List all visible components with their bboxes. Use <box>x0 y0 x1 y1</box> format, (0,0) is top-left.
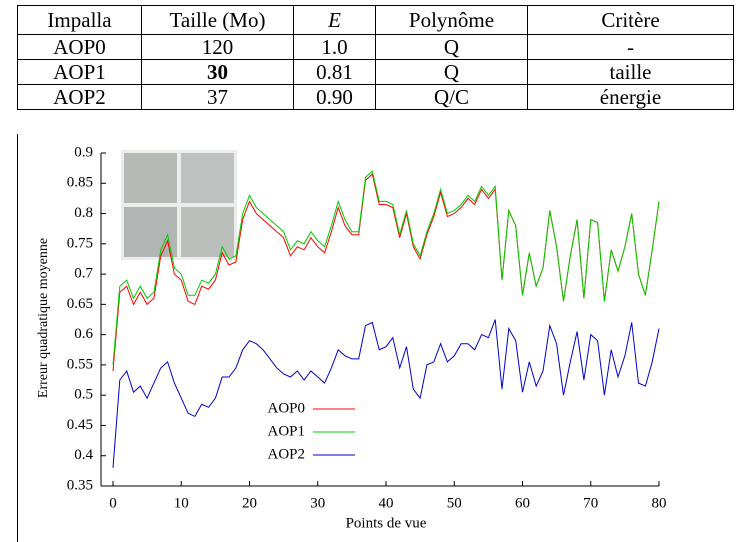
legend-label: AOP1 <box>267 423 305 439</box>
y-tick-label: 0.45 <box>67 417 93 433</box>
y-axis-label: Erreur quadratique moyenne <box>36 238 51 398</box>
y-tick-label: 0.6 <box>74 326 93 342</box>
y-tick-label: 0.8 <box>74 205 93 221</box>
cell: 30 <box>141 59 294 85</box>
x-tick-label: 20 <box>242 495 257 511</box>
header-cell: E <box>293 5 376 35</box>
x-tick-label: 50 <box>447 495 462 511</box>
legend-label: AOP0 <box>267 400 305 416</box>
y-tick-label: 0.55 <box>67 356 93 372</box>
header-cell: Taille (Mo) <box>141 5 294 35</box>
legend-label: AOP2 <box>267 446 305 462</box>
y-tick-label: 0.5 <box>74 387 93 403</box>
cell: 120 <box>141 34 294 60</box>
header-cell: Impalla <box>17 5 142 35</box>
y-tick-label: 0.75 <box>67 235 93 251</box>
x-tick-label: 30 <box>310 495 325 511</box>
cell: 0.90 <box>293 84 376 110</box>
thumbnail <box>121 150 237 260</box>
y-tick-label: 0.4 <box>74 447 93 463</box>
cell: AOP2 <box>17 84 142 110</box>
x-tick-label: 70 <box>583 495 598 511</box>
x-tick-label: 0 <box>109 495 117 511</box>
cell: 37 <box>141 84 294 110</box>
cell: Q <box>375 59 528 85</box>
series-line <box>112 170 660 365</box>
results-table: Impalla Taille (Mo) E Polynôme Critère A… <box>17 5 734 110</box>
x-tick-label: 40 <box>379 495 394 511</box>
x-tick-label: 10 <box>174 495 189 511</box>
series-line <box>112 319 660 468</box>
x-tick-label: 60 <box>515 495 530 511</box>
y-tick-label: 0.65 <box>67 296 93 312</box>
cell: énergie <box>527 84 734 110</box>
y-tick-label: 0.85 <box>67 175 93 191</box>
cell: 0.81 <box>293 59 376 85</box>
x-axis-label: Points de vue <box>346 515 427 531</box>
x-tick-label: 80 <box>652 495 667 511</box>
cell: AOP0 <box>17 34 142 60</box>
y-tick-label: 0.9 <box>74 144 93 160</box>
cell: AOP1 <box>17 59 142 85</box>
y-tick-label: 0.35 <box>67 477 93 493</box>
y-tick-label: 0.7 <box>74 266 93 282</box>
